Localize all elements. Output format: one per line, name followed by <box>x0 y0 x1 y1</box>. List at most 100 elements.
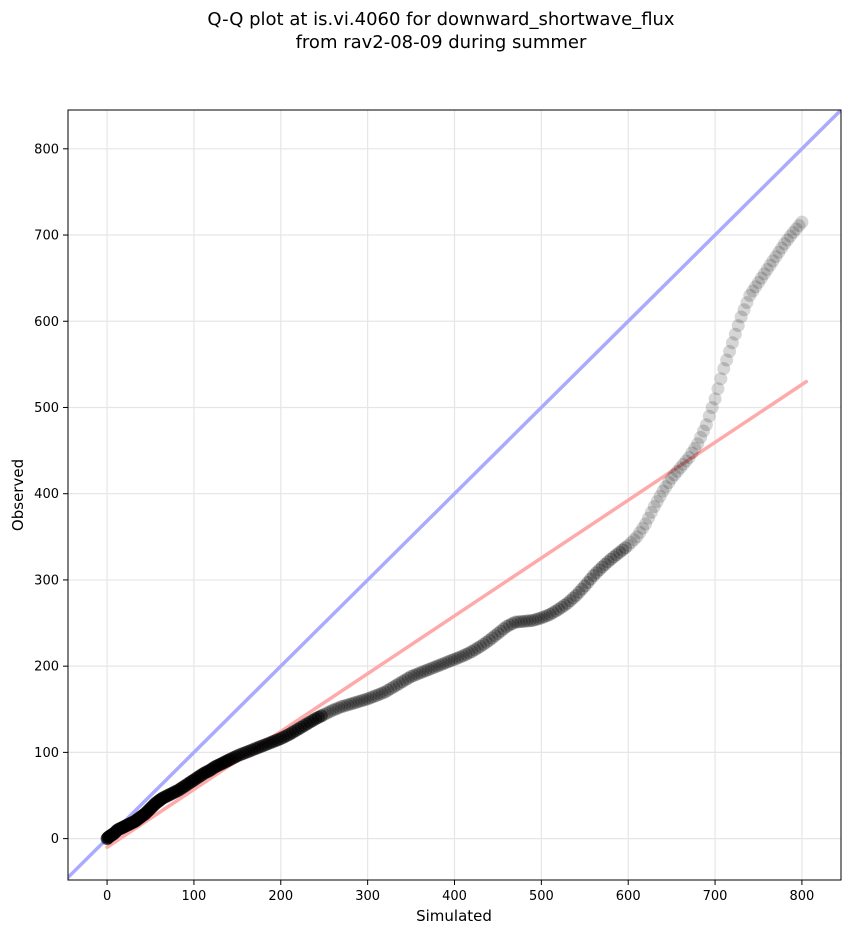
quantile-point <box>421 663 435 677</box>
fit-line <box>105 379 809 849</box>
quantile-point <box>610 548 624 562</box>
quantile-point <box>514 615 528 629</box>
quantile-point <box>520 614 534 628</box>
quantile-point <box>627 533 641 547</box>
quantile-point <box>537 610 551 624</box>
quantile-point <box>531 612 545 626</box>
quantile-point <box>427 660 441 674</box>
quantile-point <box>595 560 609 574</box>
quantile-point <box>641 511 655 525</box>
quantile-point <box>407 668 421 682</box>
quantile-point <box>673 461 687 475</box>
quantile-point <box>442 655 456 669</box>
quantile-point <box>589 566 603 580</box>
y-tick-label: 0 <box>51 832 59 847</box>
quantile-point <box>604 552 618 566</box>
quantile-point <box>497 622 511 636</box>
quantile-point <box>717 362 731 376</box>
quantile-point <box>740 296 754 310</box>
quantile-point <box>723 344 737 358</box>
quantile-point <box>714 372 728 386</box>
y-tick-label: 600 <box>34 315 59 330</box>
x-tick-label: 200 <box>268 889 293 904</box>
quantile-point <box>598 557 612 571</box>
quantile-point <box>769 250 783 264</box>
y-tick-label: 400 <box>34 487 59 502</box>
quantile-point <box>346 696 360 710</box>
quantile-point <box>650 494 664 508</box>
quantile-point <box>543 607 557 621</box>
y-axis-label: Observed <box>9 459 27 531</box>
quantile-point <box>558 598 572 612</box>
quantile-point <box>375 686 389 700</box>
quantile-point <box>647 500 661 514</box>
y-tick-label: 300 <box>34 573 59 588</box>
quantile-point <box>369 688 383 702</box>
quantile-point <box>737 303 751 317</box>
x-tick-label: 0 <box>103 889 111 904</box>
quantile-point <box>479 635 493 649</box>
quantile-point <box>694 430 708 444</box>
quantile-point <box>775 241 789 255</box>
quantile-point <box>592 563 606 577</box>
quantile-point <box>778 237 792 251</box>
quantile-point <box>670 464 684 478</box>
quantile-point <box>433 658 447 672</box>
quantile-point <box>749 280 763 294</box>
quantile-point <box>323 705 337 719</box>
quantile-point <box>734 310 748 324</box>
quantile-point <box>763 258 777 272</box>
quantile-point <box>529 613 543 627</box>
quantile-point <box>503 618 517 632</box>
quantile-point <box>702 409 716 423</box>
quantile-point <box>366 690 380 704</box>
quantile-point <box>508 615 522 629</box>
quantile-point <box>343 697 357 711</box>
x-tick-label: 700 <box>703 889 728 904</box>
quantile-point <box>361 692 375 706</box>
quantile-point <box>569 588 583 602</box>
quantile-point <box>491 626 505 640</box>
quantile-point <box>743 288 757 302</box>
quantile-point <box>314 709 328 723</box>
quantile-point <box>465 645 479 659</box>
quantile-point <box>636 521 650 535</box>
quantile-point <box>517 614 531 628</box>
quantile-point <box>494 624 508 638</box>
quantile-point <box>644 505 658 519</box>
quantile-point <box>696 424 710 438</box>
quantile-point <box>679 454 693 468</box>
chart-title-line-2: from rav2-08-09 during summer <box>296 32 587 53</box>
quantile-point <box>659 480 673 494</box>
quantile-point <box>586 569 600 583</box>
quantile-point <box>691 437 705 451</box>
quantile-point <box>398 673 412 687</box>
quantile-point <box>395 675 409 689</box>
quantile-point <box>410 667 424 681</box>
quantile-point <box>549 604 563 618</box>
quantile-point <box>390 678 404 692</box>
quantile-point <box>668 468 682 482</box>
quantile-point <box>760 263 774 277</box>
y-tick-label: 700 <box>34 229 59 244</box>
quantile-point <box>471 641 485 655</box>
quantile-point <box>780 233 794 247</box>
quantile-point <box>364 691 378 705</box>
quantile-point <box>665 471 679 485</box>
quantile-point <box>387 680 401 694</box>
y-tick-label: 800 <box>34 142 59 157</box>
quantile-point <box>607 550 621 564</box>
quantile-point <box>705 400 719 414</box>
y-tick-label: 500 <box>34 401 59 416</box>
quantile-point <box>416 665 430 679</box>
quantile-point <box>639 517 653 531</box>
quantile-point <box>436 657 450 671</box>
quantile-point <box>682 450 696 464</box>
quantile-point <box>783 229 797 243</box>
quantile-point <box>546 606 560 620</box>
quantile-point <box>653 489 667 503</box>
chart-title-line-1: Q-Q plot at is.vi.4060 for downward_shor… <box>207 9 675 30</box>
quantile-point <box>332 701 346 715</box>
quantile-point <box>772 245 786 259</box>
